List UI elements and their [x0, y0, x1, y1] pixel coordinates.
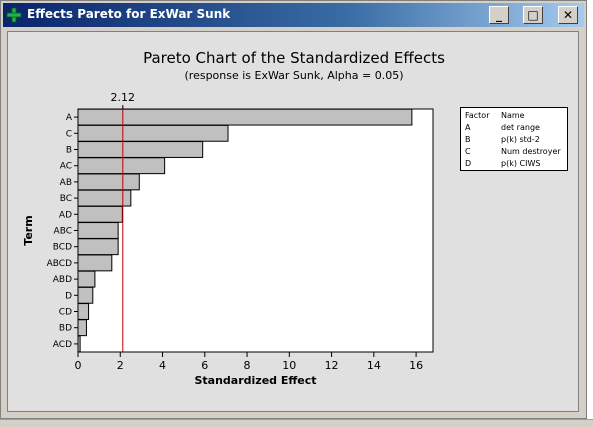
x-tick-label: 8 — [244, 359, 251, 372]
legend-name: Num destroyer — [501, 147, 561, 156]
maximize-button[interactable]: □ — [523, 6, 543, 24]
x-tick-label: 6 — [201, 359, 208, 372]
y-tick-label: A — [66, 113, 73, 123]
bar — [77, 222, 119, 239]
legend-factor: C — [465, 147, 471, 156]
bar — [77, 141, 204, 158]
chart-subtitle: (response is ExWar Sunk, Alpha = 0.05) — [184, 69, 404, 82]
legend-factor: D — [465, 159, 472, 168]
minimize-button[interactable]: _ — [489, 6, 509, 24]
desktop-edge-bottom — [0, 419, 593, 427]
bar — [77, 286, 94, 304]
window-titlebar[interactable]: Effects Pareto for ExWar Sunk _ □ ✕ — [3, 3, 584, 27]
y-axis-label: Term — [22, 215, 35, 245]
x-axis-label: Standardized Effect — [194, 374, 316, 387]
legend-factor: A — [465, 123, 471, 132]
x-tick-label: 0 — [75, 359, 82, 372]
chart-window: Effects Pareto for ExWar Sunk _ □ ✕ Pare… — [0, 0, 587, 419]
reference-line-label: 2.12 — [111, 91, 136, 104]
x-tick-label: 16 — [409, 359, 423, 372]
legend-header-name: Name — [501, 111, 525, 120]
bar — [77, 270, 96, 288]
bar — [77, 124, 229, 142]
y-tick-label: C — [66, 129, 72, 139]
bar — [77, 157, 166, 175]
x-tick-label: 4 — [159, 359, 166, 372]
close-button[interactable]: ✕ — [558, 6, 578, 24]
bar — [77, 108, 413, 126]
bar — [77, 319, 87, 337]
minitab-plus-icon — [6, 7, 22, 23]
y-tick-label: BD — [59, 324, 72, 334]
desktop-edge — [587, 0, 593, 426]
chart-area: Pareto Chart of the Standardized Effects… — [7, 31, 579, 412]
y-tick-label: ABC — [54, 227, 72, 237]
bar — [77, 205, 123, 223]
bar — [77, 303, 90, 320]
chart-title: Pareto Chart of the Standardized Effects — [143, 49, 445, 67]
bar — [77, 335, 81, 353]
y-tick-label: B — [66, 146, 72, 156]
x-tick-label: 10 — [282, 359, 296, 372]
bar — [77, 238, 119, 256]
legend-factor: B — [465, 135, 471, 144]
x-tick-label: 2 — [117, 359, 124, 372]
x-tick-label: 12 — [325, 359, 339, 372]
x-tick-label: 14 — [367, 359, 381, 372]
y-tick-label: AD — [59, 210, 72, 220]
y-tick-label: CD — [59, 308, 72, 318]
y-tick-label: AC — [60, 162, 72, 172]
y-tick-label: ACD — [53, 340, 72, 350]
y-tick-label: ABD — [53, 275, 72, 285]
window-title: Effects Pareto for ExWar Sunk — [27, 7, 231, 21]
bar — [77, 173, 140, 191]
y-tick-label: BCD — [53, 243, 72, 253]
bar — [77, 254, 113, 272]
y-tick-label: ABCD — [47, 259, 72, 269]
y-tick-label: D — [65, 291, 72, 301]
y-tick-label: BC — [60, 194, 72, 204]
legend-name: det range — [501, 123, 540, 132]
factor-legend: Factor Name A det range B p(k) std-2 C N… — [460, 107, 568, 171]
y-tick-label: AB — [60, 178, 72, 188]
legend-name: p(k) std-2 — [501, 135, 540, 144]
legend-name: p(k) CIWS — [501, 159, 541, 168]
legend-header-factor: Factor — [465, 111, 490, 120]
